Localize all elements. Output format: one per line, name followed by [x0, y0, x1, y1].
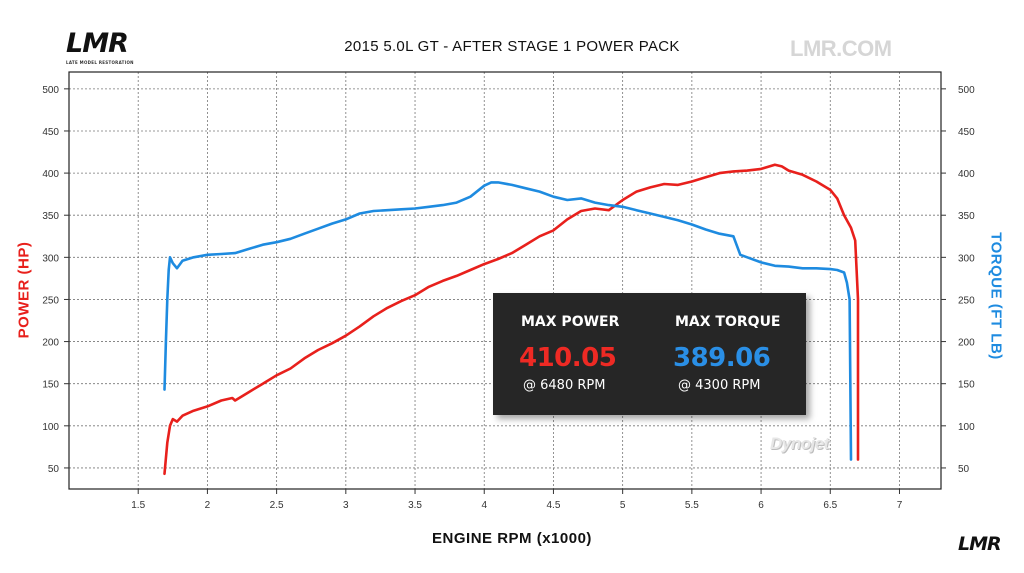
lmr-logo-tagline: LATE MODEL RESTORATION: [66, 60, 134, 65]
x-tick-label: 3: [343, 500, 349, 511]
max-torque-label: MAX TORQUE: [675, 314, 781, 330]
right-tick-label: 250: [958, 295, 975, 306]
max-values-box: MAX POWER MAX TORQUE 410.05 389.06 @ 648…: [493, 293, 806, 415]
x-tick-label: 5: [620, 500, 626, 511]
left-tick-label: 450: [42, 127, 59, 138]
right-tick-label: 500: [958, 85, 975, 96]
x-tick-label: 2.5: [270, 500, 284, 511]
right-tick-label: 350: [958, 211, 975, 222]
max-power-value: 410.05: [519, 343, 617, 373]
chart-series: [163, 163, 860, 476]
max-power-label: MAX POWER: [521, 314, 620, 330]
right-tick-label: 200: [958, 338, 975, 349]
x-tick-label: 6: [758, 500, 764, 511]
chart-grid: [69, 72, 941, 489]
left-tick-label: 350: [42, 211, 59, 222]
left-axis-label: POWER (HP): [15, 241, 33, 339]
plot-frame: [68, 71, 942, 490]
right-tick-label: 300: [958, 253, 975, 264]
x-tick-label: 3.5: [408, 500, 422, 511]
right-tick-label: 100: [958, 422, 975, 433]
x-tick-label: 6.5: [823, 500, 837, 511]
right-tick-label: 400: [958, 169, 975, 180]
chart-frame: [68, 71, 942, 490]
max-torque-value: 389.06: [673, 343, 771, 373]
power-line: [163, 163, 860, 476]
left-tick-label: 200: [42, 338, 59, 349]
left-tick-label: 500: [42, 85, 59, 96]
lmr-logo: LMR: [66, 28, 129, 59]
x-tick-label: 7: [897, 500, 903, 511]
left-tick-label: 300: [42, 253, 59, 264]
left-tick-label: 400: [42, 169, 59, 180]
x-axis-label: ENGINE RPM (x1000): [432, 530, 592, 547]
right-axis-label: TORQUE (FT LB): [987, 232, 1005, 360]
site-watermark: LMR.COM: [790, 36, 892, 61]
lmr-footer-logo: LMR: [958, 533, 1002, 555]
x-axis-ticks: 1.5 2 2.5 3 3.5 4 4.5 5 5.5 6 6.5 7: [131, 489, 903, 511]
max-power-rpm: @ 6480 RPM: [523, 378, 606, 393]
x-tick-label: 4.5: [546, 500, 560, 511]
dynojet-watermark: Dynojet: [770, 434, 829, 453]
x-tick-label: 2: [205, 500, 211, 511]
max-torque-rpm: @ 4300 RPM: [678, 378, 761, 393]
right-tick-label: 150: [958, 380, 975, 391]
left-tick-label: 250: [42, 295, 59, 306]
right-axis-ticks: 50 100 150 200 250 300 350 400 450 500: [941, 85, 975, 475]
x-tick-label: 5.5: [685, 500, 699, 511]
x-tick-label: 4: [481, 500, 487, 511]
left-tick-label: 50: [48, 464, 60, 475]
right-tick-label: 450: [958, 127, 975, 138]
x-tick-label: 1.5: [131, 500, 145, 511]
left-axis-ticks: 50 100 150 200 250 300 350 400 450 500: [42, 85, 69, 475]
torque-line: [163, 181, 853, 461]
right-tick-label: 50: [958, 464, 970, 475]
chart-title: 2015 5.0L GT - AFTER STAGE 1 POWER PACK: [344, 38, 680, 55]
left-tick-label: 150: [42, 380, 59, 391]
left-tick-label: 100: [42, 422, 59, 433]
